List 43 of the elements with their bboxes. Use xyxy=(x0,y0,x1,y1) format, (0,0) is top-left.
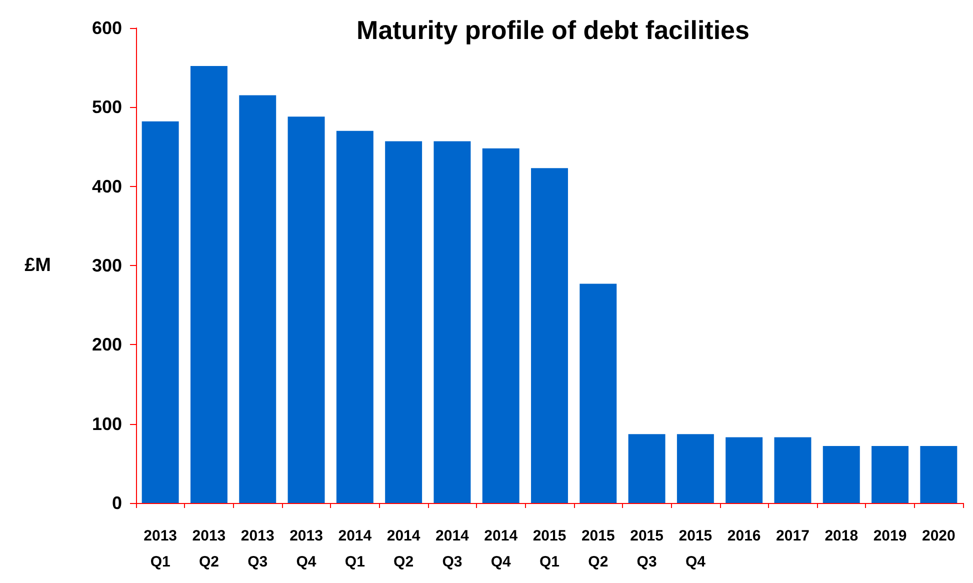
x-tick-label: 2017 xyxy=(776,528,810,544)
x-tick-label: 2015 Q2 xyxy=(581,528,615,570)
y-tick-label: 200 xyxy=(92,334,122,355)
x-tick-label: 2015 Q4 xyxy=(678,528,712,570)
bar xyxy=(434,141,471,503)
bar xyxy=(872,446,909,503)
bar xyxy=(288,116,325,503)
bar xyxy=(726,437,763,503)
chart-title: Maturity profile of debt facilities xyxy=(356,15,750,45)
x-tick-label: 2014 Q4 xyxy=(484,528,518,570)
y-tick-label: 600 xyxy=(92,18,122,38)
y-tick-label: 500 xyxy=(92,97,122,118)
bar xyxy=(920,446,958,503)
bar xyxy=(531,168,568,503)
bar xyxy=(336,130,374,503)
x-tick-label: 2019 xyxy=(873,528,907,544)
bar xyxy=(239,95,276,503)
y-tick-label: 300 xyxy=(92,256,122,276)
x-tick-label: 2015 Q1 xyxy=(532,528,566,570)
bar xyxy=(385,141,422,503)
x-tick-label: 2013 Q2 xyxy=(192,528,226,570)
x-tick-label: 2013 Q4 xyxy=(290,528,323,570)
x-tick-label: 2018 xyxy=(824,528,858,544)
x-tick-label: 2015 Q3 xyxy=(630,528,664,570)
y-tick-label: 0 xyxy=(112,493,122,513)
x-tick-label: 2014 Q2 xyxy=(386,528,421,570)
x-tick-label: 2013 Q3 xyxy=(240,528,274,570)
x-tick-label: 2020 xyxy=(922,528,956,544)
x-tick-label: 2014 Q3 xyxy=(436,528,470,570)
bar xyxy=(676,434,714,503)
x-tick-label: 2014 Q1 xyxy=(338,528,372,570)
bar xyxy=(190,66,228,503)
bar xyxy=(580,284,617,503)
bar xyxy=(774,437,812,503)
y-axis-title: £M xyxy=(24,255,51,276)
y-tick-label: 400 xyxy=(92,176,122,196)
x-tick-label: 2016 xyxy=(727,528,761,544)
bar xyxy=(482,148,520,503)
y-tick-label: 100 xyxy=(92,414,122,434)
bar xyxy=(628,434,666,503)
x-tick-label: 2013 Q1 xyxy=(144,528,178,570)
bar xyxy=(142,121,179,503)
bar xyxy=(822,446,860,503)
